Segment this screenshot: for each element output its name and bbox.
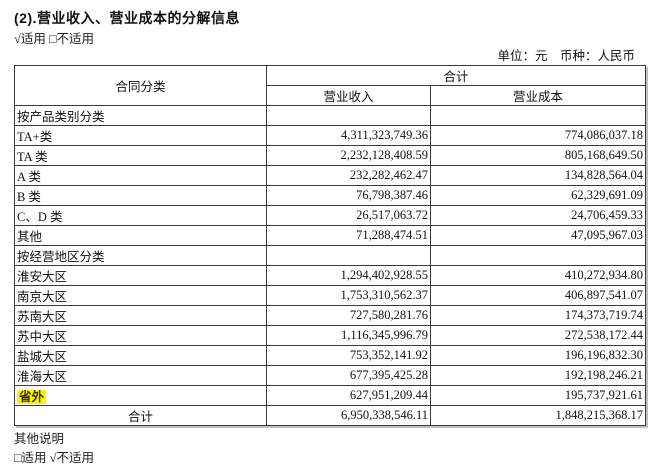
- table-row: 苏中大区 1,116,345,996.79 272,538,172.44: [14, 325, 647, 346]
- row-label-highlighted: 省外: [14, 385, 267, 406]
- row-label: 盐城大区: [14, 345, 267, 366]
- table-row: 其他 71,288,474.51 47,095,967.03: [14, 225, 647, 246]
- revenue-cell: 2,232,128,408.59: [266, 145, 431, 166]
- table-row: TA 类 2,232,128,408.59 805,168,649.50: [14, 145, 647, 166]
- table-row: 盐城大区 753,352,141.92 196,196,832.30: [14, 345, 647, 366]
- revenue-cell: 1,294,402,928.55: [266, 265, 431, 286]
- table-row-highlighted: 省外 627,951,209.44 195,737,921.61: [14, 385, 647, 406]
- total-revenue-cell: 6,950,338,546.11: [266, 405, 431, 426]
- cost-cell: 192,198,246.21: [429, 365, 647, 386]
- table-row: TA+类 4,311,323,749.36 774,086,037.18: [14, 125, 647, 146]
- applicability-note-top: √适用 □不适用: [14, 32, 95, 46]
- row-label: 淮安大区: [14, 265, 267, 286]
- col-header-contract-category: 合同分类: [14, 65, 267, 106]
- row-label: 其他: [14, 225, 267, 246]
- unit-currency-note: 单位：元 币种：人民币: [497, 49, 635, 63]
- cost-cell: 196,196,832.30: [429, 345, 647, 366]
- revenue-cell: 677,395,425.28: [266, 365, 431, 386]
- revenue-cell: [266, 245, 431, 266]
- total-row-label: 合计: [14, 405, 267, 426]
- row-label: TA 类: [14, 145, 267, 166]
- cost-cell: 195,737,921.61: [429, 385, 647, 406]
- table-row-section-region: 按经营地区分类: [14, 245, 647, 266]
- row-label: C、D 类: [14, 205, 267, 226]
- row-label: B 类: [14, 185, 267, 206]
- row-label: 苏中大区: [14, 325, 267, 346]
- revenue-cell: 4,311,323,749.36: [266, 125, 431, 146]
- revenue-cell: [266, 105, 431, 126]
- row-label: 南京大区: [14, 285, 267, 306]
- applicability-note-bottom: □适用 √不适用: [14, 451, 95, 465]
- page-title: (2).营业收入、营业成本的分解信息: [14, 10, 240, 26]
- cost-cell: 174,373,719.74: [429, 305, 647, 326]
- table-row: 淮海大区 677,395,425.28 192,198,246.21: [14, 365, 647, 386]
- header-row-1: 合同分类 合计: [14, 65, 647, 106]
- cost-cell: 47,095,967.03: [429, 225, 647, 246]
- table-row: C、D 类 26,517,063.72 24,706,459.33: [14, 205, 647, 226]
- table-row-section-product: 按产品类别分类: [14, 105, 647, 126]
- revenue-cell: 71,288,474.51: [266, 225, 431, 246]
- revenue-cell: 627,951,209.44: [266, 385, 431, 406]
- col-header-revenue: 营业收入: [266, 85, 431, 106]
- cost-cell: 406,897,541.07: [429, 285, 647, 306]
- col-header-total-group: 合计: [265, 65, 647, 86]
- revenue-cell: 727,580,281.76: [266, 305, 431, 326]
- cost-cell: 272,538,172.44: [429, 325, 647, 346]
- table-row-total: 合计 6,950,338,546.11 1,848,215,368.17: [14, 405, 647, 426]
- revenue-cell: 1,753,310,562.37: [266, 285, 431, 306]
- footer-notes: 其他说明 □适用 √不适用: [14, 430, 94, 468]
- cost-cell: 805,168,649.50: [429, 145, 647, 166]
- revenue-cell: 1,116,345,996.79: [266, 325, 431, 346]
- row-label: 苏南大区: [14, 305, 267, 326]
- highlight-mark: 省外: [17, 390, 47, 404]
- revenue-cost-breakdown-table: 合同分类 合计 营业收入 营业成本 按产品类别分类 TA+类 4,311,323…: [14, 65, 647, 426]
- cost-cell: 134,828,564.04: [429, 165, 647, 186]
- row-label: 按经营地区分类: [14, 245, 267, 266]
- cost-cell: [429, 245, 647, 266]
- col-header-cost: 营业成本: [429, 85, 647, 106]
- other-note-label: 其他说明: [14, 432, 65, 446]
- revenue-cell: 76,798,387.46: [266, 185, 431, 206]
- cost-cell: 62,329,691.09: [429, 185, 647, 206]
- revenue-cell: 753,352,141.92: [266, 345, 431, 366]
- row-label: A 类: [14, 165, 267, 186]
- revenue-cell: 232,282,462.47: [266, 165, 431, 186]
- table-row: 南京大区 1,753,310,562.37 406,897,541.07: [14, 285, 647, 306]
- row-label: 按产品类别分类: [14, 105, 267, 126]
- table-row: A 类 232,282,462.47 134,828,564.04: [14, 165, 647, 186]
- revenue-cell: 26,517,063.72: [266, 205, 431, 226]
- table-row: B 类 76,798,387.46 62,329,691.09: [14, 185, 647, 206]
- cost-cell: 410,272,934.80: [429, 265, 647, 286]
- table-row: 苏南大区 727,580,281.76 174,373,719.74: [14, 305, 647, 326]
- cost-cell: 774,086,037.18: [429, 125, 647, 146]
- cost-cell: 24,706,459.33: [429, 205, 647, 226]
- cost-cell: [429, 105, 647, 126]
- total-cost-cell: 1,848,215,368.17: [429, 405, 647, 426]
- row-label: 淮海大区: [14, 365, 267, 386]
- table-row: 淮安大区 1,294,402,928.55 410,272,934.80: [14, 265, 647, 286]
- row-label: TA+类: [14, 125, 267, 146]
